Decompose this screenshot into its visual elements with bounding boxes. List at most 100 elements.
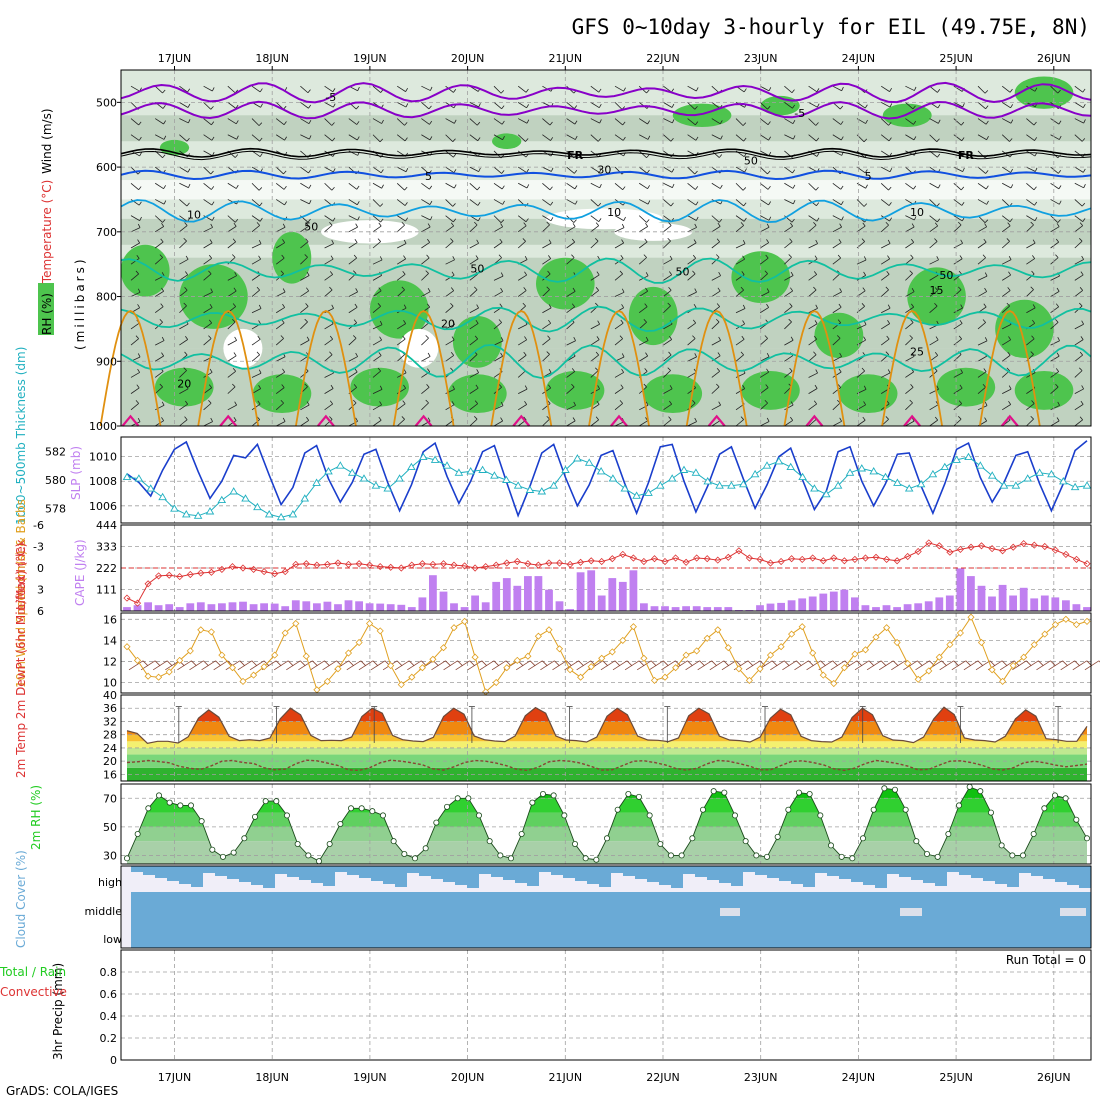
wind10m-point <box>766 651 775 659</box>
wind-barb <box>905 242 914 249</box>
wind-barb <box>421 242 430 249</box>
rh2m-point <box>1052 792 1059 799</box>
wind-barb <box>1001 134 1010 142</box>
wind-barb <box>324 419 333 427</box>
cape-bar <box>703 607 712 611</box>
wind10m-barb-flag <box>965 660 972 667</box>
wind-barb <box>687 134 697 141</box>
wind-barb-flag <box>937 89 941 93</box>
wind-barb-flag <box>1056 417 1060 422</box>
wind-barb <box>566 166 575 174</box>
li-point <box>207 568 215 576</box>
wind10m-barb-flag <box>1001 660 1008 667</box>
wind-barb-flag <box>958 416 962 420</box>
wind-barb-flag <box>475 319 479 324</box>
wind-barb <box>300 182 310 189</box>
wind10m-barb <box>745 660 761 671</box>
wind10m-barb <box>1024 660 1039 671</box>
wind-barb <box>469 224 478 233</box>
wind-barb <box>469 273 478 281</box>
wind10m-point <box>133 656 142 664</box>
cloud-high-column <box>659 866 671 885</box>
cape-bar <box>808 596 817 611</box>
wind-barb <box>687 118 696 126</box>
wind-barb-flag <box>1080 400 1084 405</box>
wind-barb-flag <box>574 200 578 205</box>
wind-barb <box>1026 289 1034 297</box>
wind10m-barb <box>709 660 725 671</box>
wind10m-barb-flag <box>1050 660 1056 667</box>
wind-barb <box>396 403 406 411</box>
rh2m-point <box>988 809 995 816</box>
wind10m-point <box>534 632 542 640</box>
wind-barb-flag <box>937 119 941 124</box>
wind-barb-flag <box>235 184 239 189</box>
cloud-high-column <box>623 866 635 876</box>
wind-barb-flag <box>1055 238 1060 243</box>
wind10m-barb <box>407 660 422 671</box>
rh2m-point <box>337 821 344 828</box>
wind-barb-flag <box>744 168 747 173</box>
wind-barb <box>735 419 744 427</box>
wind-barb-flag <box>716 238 720 243</box>
wind-barb-flag <box>960 121 965 126</box>
wind-barb <box>348 215 358 221</box>
wind-barb-flag <box>452 203 456 207</box>
wind-barb <box>566 182 576 190</box>
wind-barb-flag <box>451 401 455 405</box>
wind-barb <box>614 134 624 141</box>
wind-barb <box>880 199 890 206</box>
wind-barb-flag <box>477 137 481 141</box>
wind-barb <box>687 215 697 221</box>
wind-barb-flag <box>183 367 187 371</box>
li-point <box>693 554 701 562</box>
wind-barb-flag <box>476 186 481 191</box>
rh2m-point <box>155 792 162 799</box>
wind-barb <box>590 240 599 249</box>
wind-barb-flag <box>790 271 794 276</box>
wind-barb-flag <box>379 401 383 406</box>
wind-barb <box>953 85 963 92</box>
wind-barb-flag <box>548 319 552 324</box>
wind-barb <box>784 404 794 411</box>
wind-barb <box>179 323 189 330</box>
wind-barb-flag <box>401 221 405 226</box>
rh2m-point <box>422 845 429 852</box>
wind-barb-flag <box>646 219 650 223</box>
li-point <box>608 555 616 563</box>
thickness-point <box>300 494 310 502</box>
li-point <box>513 557 521 566</box>
wind-barb-flag <box>501 170 505 174</box>
wind-barb-flag <box>789 303 793 307</box>
wind-barb <box>711 257 720 265</box>
rh2m-point <box>145 805 152 812</box>
wind-barb-flag <box>159 383 163 388</box>
wind-barb-flag <box>838 368 842 373</box>
wind-barb <box>905 402 913 411</box>
cloud-high-column <box>491 866 503 877</box>
wind-barb <box>372 118 382 124</box>
wind-barb <box>1026 307 1036 314</box>
wind10m-barb <box>770 660 785 671</box>
li-point <box>650 555 659 563</box>
cape-bar <box>196 602 205 611</box>
rh-moist-blob <box>741 370 800 410</box>
wind-barb-flag <box>356 136 360 141</box>
wind10m-point <box>650 676 659 684</box>
wind-barb <box>251 289 260 297</box>
cloud-high-column <box>827 866 839 876</box>
wind-barb-flag <box>403 384 407 389</box>
wind-barb-flag <box>669 271 673 276</box>
wind-barb-flag <box>353 319 357 324</box>
wind-barb <box>493 166 502 174</box>
wind-barb-flag <box>670 202 674 207</box>
wind-barb-flag <box>864 169 868 174</box>
cloud-high-column <box>179 866 191 884</box>
wind10m-point <box>756 665 764 673</box>
li-point <box>418 560 426 568</box>
cloud-high-column <box>143 866 155 875</box>
wind-barb <box>348 182 358 190</box>
wind-barb-flag <box>862 416 866 421</box>
wind-barb-flag <box>889 217 893 222</box>
wind-barb <box>469 289 478 297</box>
